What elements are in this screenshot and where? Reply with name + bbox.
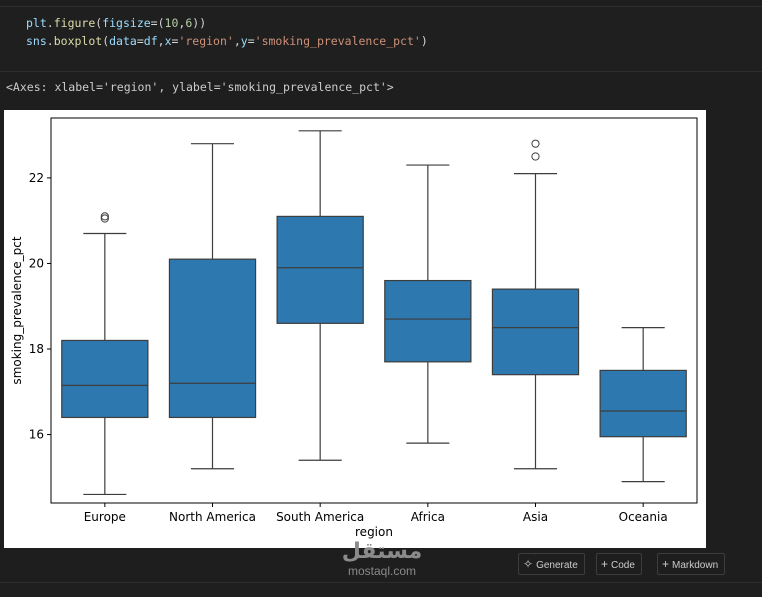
- x-tick-label: Asia: [523, 510, 548, 524]
- box-oceania: [599, 369, 687, 438]
- box-asia: [491, 288, 580, 376]
- code-token: .: [46, 16, 54, 30]
- code-line-1: plt.figure(figsize=(10,6)): [26, 16, 206, 30]
- next-cell[interactable]: [0, 582, 762, 597]
- flier-point: [531, 152, 540, 161]
- axes-frame: [50, 117, 698, 504]
- box-europe: [61, 339, 149, 419]
- code-token: data: [109, 34, 137, 48]
- box-africa: [384, 279, 472, 363]
- flier-point: [531, 139, 540, 148]
- x-tick-label: Europe: [84, 510, 126, 524]
- code-token: =: [171, 34, 179, 48]
- x-tick-label: North America: [169, 510, 256, 524]
- y-tick-label: 22: [29, 171, 44, 185]
- plot-output: Europe North America South America Africa As…: [4, 110, 706, 548]
- code-token: ,: [157, 34, 165, 48]
- box-south-america: [276, 215, 364, 324]
- code-cell[interactable]: plt.figure(figsize=(10,6)) sns.boxplot(d…: [0, 6, 762, 72]
- code-token: =: [247, 34, 255, 48]
- code-token: figure: [53, 16, 96, 30]
- code-token: =(: [150, 16, 165, 30]
- code-token: ,: [233, 34, 241, 48]
- code-token: df: [143, 34, 158, 48]
- plus-icon: +: [601, 557, 609, 571]
- code-token: .: [46, 34, 54, 48]
- x-tick-label: South America: [276, 510, 364, 524]
- code-token: 'region': [178, 34, 234, 48]
- boxplot-chart: Europe North America South America Africa As…: [10, 117, 698, 539]
- code-token: (: [95, 16, 103, 30]
- code-token: ): [420, 34, 428, 48]
- code-token: =: [136, 34, 144, 48]
- watermark: مستقل mostaql.com: [332, 539, 432, 579]
- code-token: (: [102, 34, 110, 48]
- code-token: 10: [164, 16, 179, 30]
- code-token: 6: [185, 16, 193, 30]
- x-tick-label: Africa: [411, 510, 445, 524]
- code-token: ,: [178, 16, 186, 30]
- add-markdown-button[interactable]: + Markdown: [657, 553, 726, 575]
- code-line-2: sns.boxplot(data=df,x='region',y='smokin…: [26, 34, 428, 48]
- x-tick-label: Oceania: [619, 510, 668, 524]
- markdown-label: Markdown: [672, 560, 719, 571]
- y-tick-label: 18: [29, 342, 44, 356]
- watermark-latin: mostaql.com: [347, 564, 417, 578]
- y-tick-label: 20: [29, 256, 44, 270]
- generate-label: Generate: [536, 560, 578, 571]
- generate-button[interactable]: ✧ Generate: [518, 553, 585, 575]
- watermark-arabic: مستقل: [341, 539, 423, 564]
- code-token: sns: [26, 34, 47, 48]
- x-axis-label: region: [355, 525, 393, 539]
- code-token: 'smoking_prevalence_pct': [254, 34, 421, 48]
- code-token: plt: [26, 16, 47, 30]
- code-token: figsize: [102, 16, 151, 30]
- add-code-button[interactable]: + Code: [596, 553, 642, 575]
- y-tick-label: 16: [29, 428, 44, 442]
- flier-point: [100, 212, 109, 221]
- y-axis-label: smoking_prevalence_pct: [10, 236, 24, 384]
- code-token: boxplot: [53, 34, 103, 48]
- code-token: y: [240, 34, 248, 48]
- sparkle-icon: ✧: [523, 557, 534, 571]
- code-label: Code: [611, 560, 635, 571]
- flier-point: [100, 214, 109, 223]
- code-token: )): [192, 16, 207, 30]
- output-repr: <Axes: xlabel='region', ylabel='smoking_…: [6, 80, 394, 94]
- box-north-america: [168, 258, 257, 419]
- code-token: x: [164, 34, 172, 48]
- plus-icon: +: [662, 557, 670, 571]
